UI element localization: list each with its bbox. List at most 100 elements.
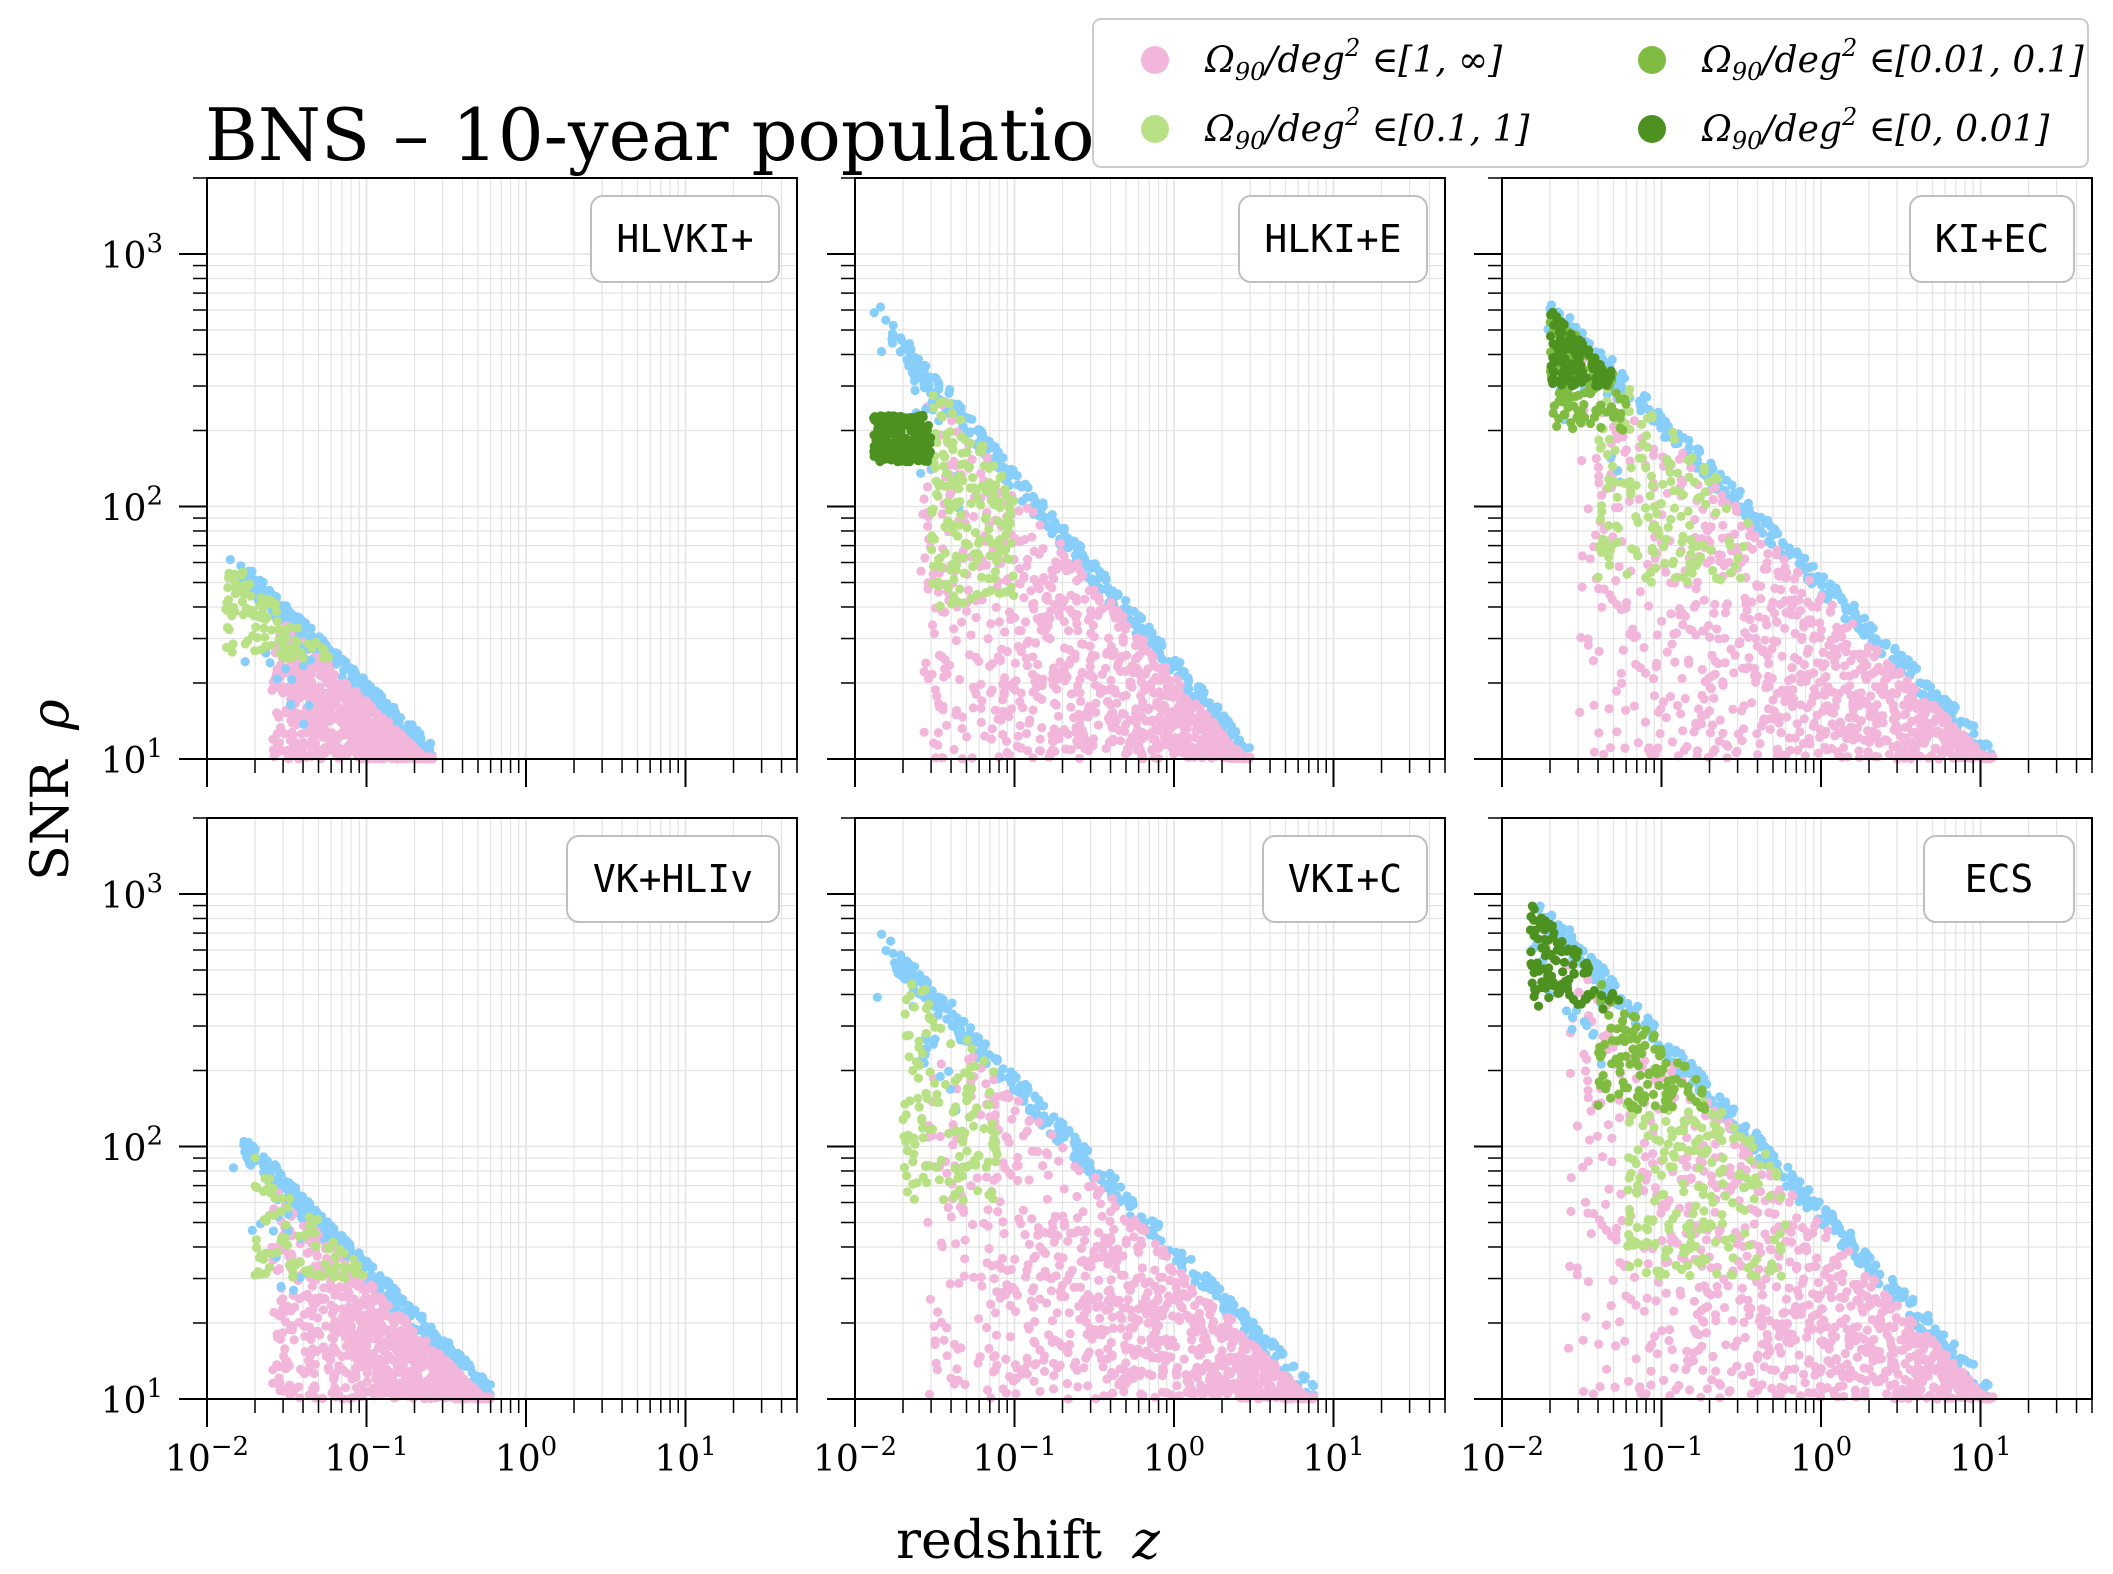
scatter-point: [333, 649, 343, 659]
scatter-point: [1789, 585, 1799, 595]
scatter-point: [1163, 683, 1173, 694]
scatter-point: [349, 667, 359, 677]
scatter-point: [238, 588, 248, 598]
scatter-point: [286, 699, 296, 710]
scatter-point: [268, 734, 278, 745]
scatter-point: [1605, 743, 1616, 753]
scatter-point: [1910, 740, 1921, 751]
scatter-point: [1666, 476, 1676, 487]
scatter-point: [1901, 733, 1911, 743]
scatter-point: [1826, 580, 1836, 590]
scatter-point: [1872, 719, 1882, 729]
scatter-point: [1669, 503, 1680, 513]
scatter-point: [301, 728, 311, 738]
scatter-point: [981, 512, 991, 522]
scatter-point: [1693, 444, 1703, 454]
scatter-point: [1548, 378, 1558, 389]
scatter-point: [1131, 704, 1141, 714]
scatter-point: [947, 599, 957, 609]
scatter-point: [1611, 686, 1622, 696]
scatter-point: [1146, 679, 1156, 689]
scatter-point: [928, 504, 938, 514]
scatter-point: [956, 415, 966, 425]
scatter-point: [406, 725, 416, 735]
scatter-point: [1059, 595, 1069, 606]
scatter-point: [1597, 441, 1607, 451]
scatter-point: [1575, 338, 1585, 348]
scatter-point: [400, 737, 410, 747]
scatter-point: [318, 653, 328, 663]
scatter-point: [881, 315, 891, 325]
scatter-point: [1787, 673, 1797, 683]
scatter-point: [341, 657, 351, 667]
scatter-point: [879, 454, 889, 464]
scatter-point: [290, 684, 300, 694]
scatter-point: [1028, 705, 1038, 715]
scatter-point: [1682, 577, 1692, 587]
scatter-point: [1122, 744, 1133, 754]
scatter-point: [1738, 663, 1748, 673]
scatter-point: [259, 586, 269, 596]
scatter-point: [1072, 724, 1082, 734]
scatter-point: [909, 376, 920, 386]
scatter-point: [1689, 727, 1699, 737]
scatter-point: [1770, 608, 1780, 619]
scatter-point: [1707, 463, 1717, 473]
scatter-point: [994, 617, 1005, 627]
scatter-point: [1066, 536, 1076, 546]
scatter-point: [1848, 699, 1858, 709]
scatter-point: [1641, 431, 1652, 441]
scatter-point: [1729, 668, 1739, 678]
scatter-point: [1163, 716, 1173, 726]
scatter-point: [1699, 595, 1709, 605]
scatter-point: [928, 403, 939, 413]
scatter-point: [1731, 506, 1742, 516]
scatter-point: [1037, 723, 1047, 733]
scatter-point: [1036, 612, 1046, 622]
scatter-point: [1754, 612, 1764, 622]
scatter-point: [1666, 609, 1676, 619]
scatter-point: [391, 733, 401, 743]
scatter-point: [1776, 728, 1786, 738]
scatter-point: [272, 616, 282, 627]
scatter-point: [1763, 671, 1773, 681]
scatter-point: [943, 583, 954, 593]
scatter-point: [1749, 623, 1759, 633]
scatter-point: [325, 692, 335, 702]
scatter-point: [976, 426, 986, 436]
scatter-point: [1010, 685, 1020, 695]
scatter-point: [1805, 669, 1815, 679]
scatter-point: [1959, 733, 1969, 744]
scatter-point: [1767, 530, 1777, 541]
scatter-point: [919, 364, 930, 374]
scatter-point: [929, 738, 939, 748]
scatter-point: [223, 595, 233, 605]
scatter-point: [1815, 724, 1825, 734]
scatter-point: [1804, 562, 1814, 573]
scatter-point: [956, 459, 966, 470]
scatter-point: [1597, 364, 1607, 374]
scatter-point: [919, 494, 929, 504]
scatter-point: [1881, 638, 1891, 648]
scatter-point: [1945, 748, 1955, 758]
scatter-point: [253, 576, 263, 587]
scatter-point: [1094, 566, 1104, 576]
scatter-point: [1059, 551, 1069, 561]
panel-points-VK+HLIv: [228, 1136, 495, 1404]
scatter-point: [1657, 616, 1667, 626]
scatter-point: [371, 720, 381, 730]
scatter-point: [1137, 749, 1147, 760]
scatter-point: [1027, 532, 1037, 542]
scatter-point: [1105, 589, 1116, 599]
scatter-point: [1019, 481, 1029, 491]
scatter-point: [1743, 498, 1753, 508]
scatter-point: [1594, 646, 1604, 657]
scatter-point: [1059, 643, 1070, 653]
scatter-point: [1888, 688, 1898, 698]
scatter-point: [1137, 623, 1147, 634]
scatter-point: [274, 634, 284, 645]
scatter-point: [1098, 603, 1108, 614]
scatter-point: [1880, 735, 1890, 745]
scatter-point: [1660, 416, 1671, 427]
